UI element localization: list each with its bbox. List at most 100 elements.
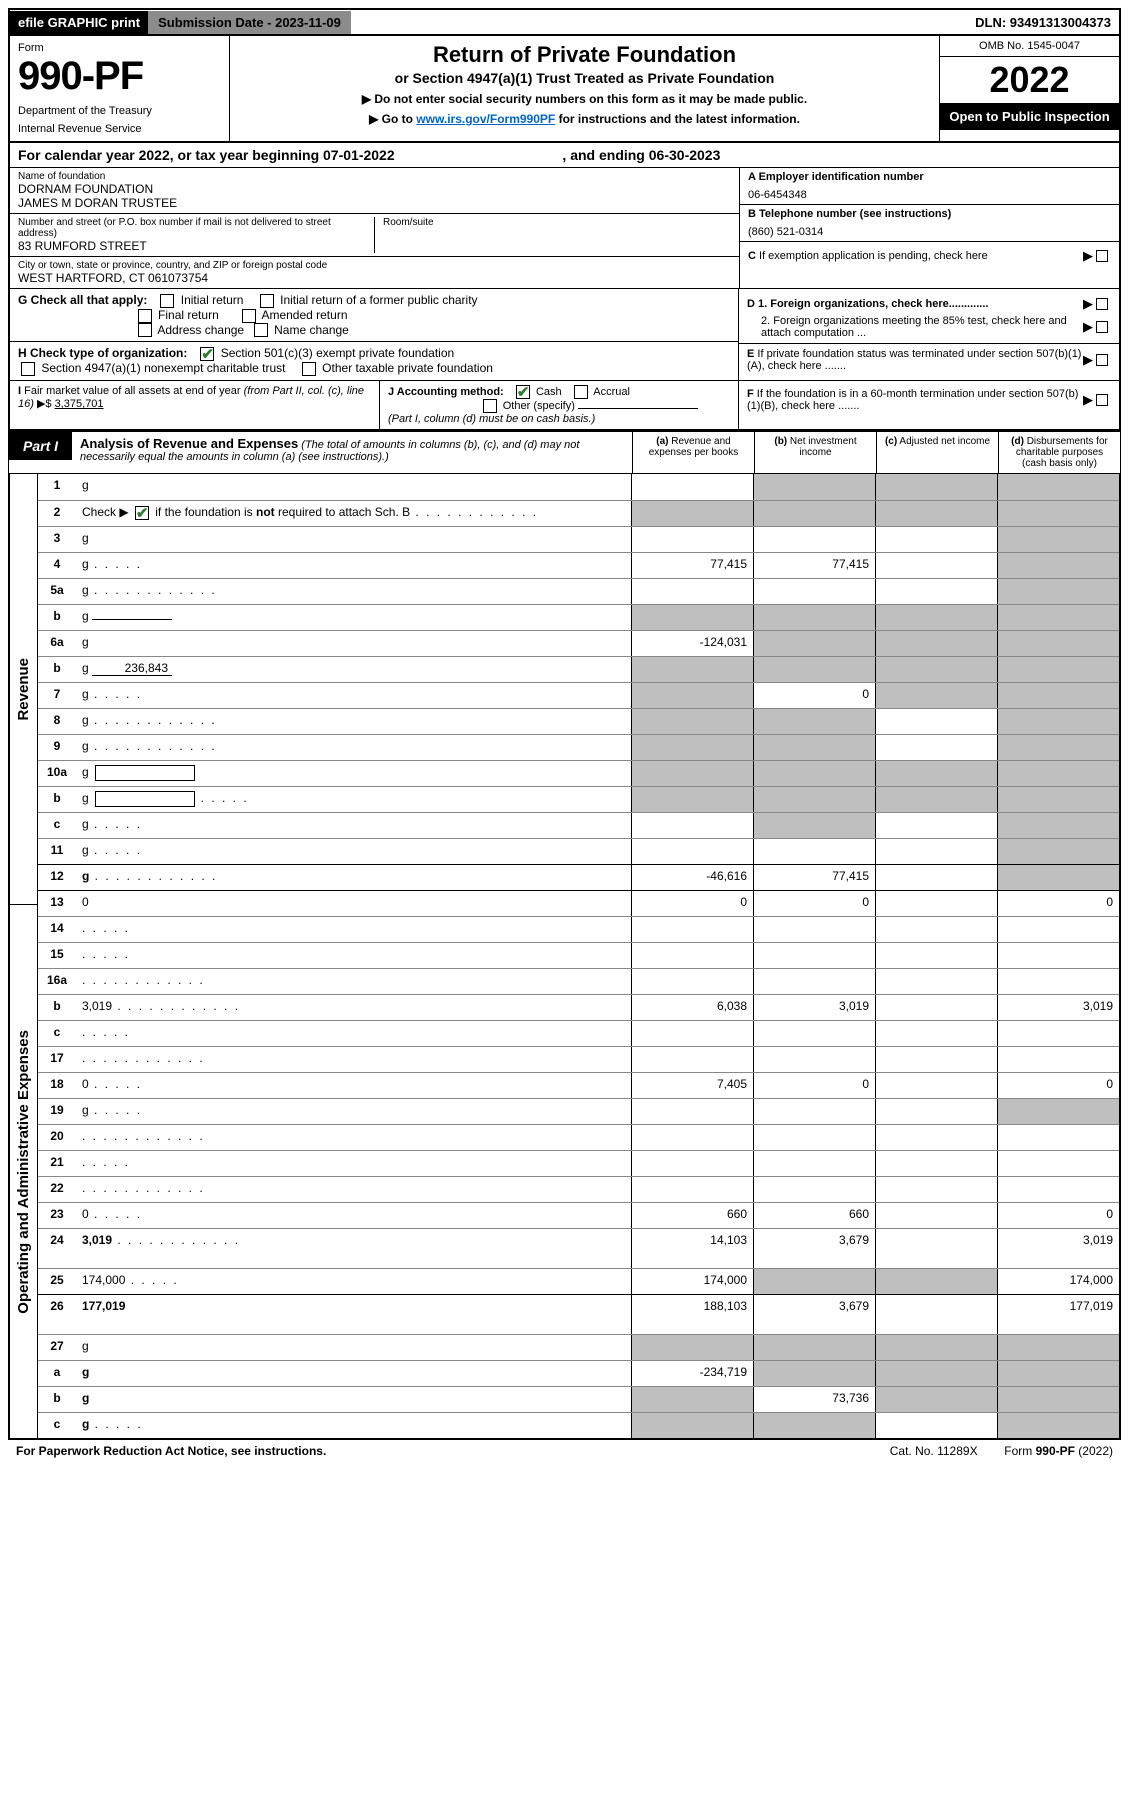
e-checkbox[interactable]: [1096, 354, 1108, 366]
cell-a: 6,038: [631, 995, 753, 1020]
h-501c3-checkbox[interactable]: [200, 347, 214, 361]
efile-badge[interactable]: efile GRAPHIC print: [10, 11, 148, 34]
col-d-header: (d) Disbursements for charitable purpose…: [998, 432, 1120, 473]
cell-c: [875, 1387, 997, 1412]
line-description: g: [76, 579, 631, 604]
line-description: g: [76, 1361, 631, 1386]
line-number: a: [38, 1361, 76, 1386]
cell-c: [875, 605, 997, 630]
cell-d: [997, 1335, 1119, 1360]
g-final-return[interactable]: [138, 309, 152, 323]
j-note: (Part I, column (d) must be on cash basi…: [388, 413, 595, 425]
cell-a: [631, 943, 753, 968]
cell-b: 73,736: [753, 1387, 875, 1412]
form-label: Form: [18, 42, 221, 54]
cell-c: [875, 761, 997, 786]
cell-b: [753, 787, 875, 812]
table-row: bg73,736: [38, 1386, 1119, 1412]
cell-b: [753, 1099, 875, 1124]
cell-b: [753, 813, 875, 838]
cell-b: [753, 527, 875, 552]
g-amended-return[interactable]: [242, 309, 256, 323]
table-row: b3,0196,0383,0193,019: [38, 994, 1119, 1020]
cat-no: Cat. No. 11289X: [890, 1444, 978, 1458]
line-number: 16a: [38, 969, 76, 994]
line-number: 2: [38, 501, 76, 526]
g-initial-former[interactable]: [260, 294, 274, 308]
cell-c: [875, 865, 997, 890]
cell-c: [875, 969, 997, 994]
cell-b: [753, 839, 875, 864]
foundation-name-2: JAMES M DORAN TRUSTEE: [18, 196, 731, 210]
cell-a: [631, 735, 753, 760]
cell-a: [631, 501, 753, 526]
cell-a: [631, 761, 753, 786]
line-description: 0: [76, 1073, 631, 1098]
cell-a: 660: [631, 1203, 753, 1228]
line-number: 26: [38, 1295, 76, 1334]
cell-b: [753, 1047, 875, 1072]
cell-a: [631, 1335, 753, 1360]
d1-label: D 1. Foreign organizations, check here..…: [747, 298, 988, 310]
line-number: c: [38, 1413, 76, 1438]
ein-value: 06-6454348: [748, 189, 1111, 201]
table-row: bg: [38, 604, 1119, 630]
g-initial-return[interactable]: [160, 294, 174, 308]
cell-b: [753, 1151, 875, 1176]
table-row: 25174,000174,000174,000: [38, 1268, 1119, 1294]
line-number: 10a: [38, 761, 76, 786]
line-number: 21: [38, 1151, 76, 1176]
line-number: b: [38, 995, 76, 1020]
cell-a: -124,031: [631, 631, 753, 656]
cell-b: [753, 1125, 875, 1150]
j-cash-checkbox[interactable]: [516, 385, 530, 399]
g-address-change[interactable]: [138, 323, 152, 337]
foundation-name-1: DORNAM FOUNDATION: [18, 182, 731, 196]
j-other-checkbox[interactable]: [483, 399, 497, 413]
cell-d: [997, 839, 1119, 864]
g-name-change[interactable]: [254, 323, 268, 337]
h-other-taxable-checkbox[interactable]: [302, 362, 316, 376]
cell-a: [631, 839, 753, 864]
cell-c: [875, 1361, 997, 1386]
cell-b: 77,415: [753, 865, 875, 890]
line-description: g: [76, 1335, 631, 1360]
cell-d: 0: [997, 1203, 1119, 1228]
line-description: g 236,843: [76, 657, 631, 682]
cell-c: [875, 1229, 997, 1268]
cell-a: [631, 1177, 753, 1202]
cell-a: [631, 917, 753, 942]
f-checkbox[interactable]: [1096, 394, 1108, 406]
line-number: 14: [38, 917, 76, 942]
line-number: 22: [38, 1177, 76, 1202]
cell-d: [997, 917, 1119, 942]
table-row: c: [38, 1020, 1119, 1046]
d1-checkbox[interactable]: [1096, 298, 1108, 310]
cell-a: -46,616: [631, 865, 753, 890]
cell-d: [997, 969, 1119, 994]
cell-a: [631, 969, 753, 994]
cell-a: [631, 605, 753, 630]
col-c-header: (c) Adjusted net income: [876, 432, 998, 473]
line-description: g: [76, 1387, 631, 1412]
cell-a: [631, 1125, 753, 1150]
line-number: b: [38, 657, 76, 682]
c-checkbox[interactable]: [1096, 250, 1108, 262]
cell-a: [631, 709, 753, 734]
cell-c: [875, 1177, 997, 1202]
h-4947-checkbox[interactable]: [21, 362, 35, 376]
cell-c: [875, 1151, 997, 1176]
cell-a: [631, 657, 753, 682]
cell-a: 7,405: [631, 1073, 753, 1098]
cell-d: [997, 474, 1119, 500]
j-accrual-checkbox[interactable]: [574, 385, 588, 399]
cell-a: [631, 1099, 753, 1124]
form-link[interactable]: www.irs.gov/Form990PF: [416, 112, 555, 126]
name-label: Name of foundation: [18, 171, 731, 182]
d2-checkbox[interactable]: [1096, 321, 1108, 333]
form-subtitle: or Section 4947(a)(1) Trust Treated as P…: [238, 70, 931, 86]
cell-a: [631, 1151, 753, 1176]
cell-c: [875, 657, 997, 682]
line-description: [76, 1021, 631, 1046]
table-row: bg 236,843: [38, 656, 1119, 682]
